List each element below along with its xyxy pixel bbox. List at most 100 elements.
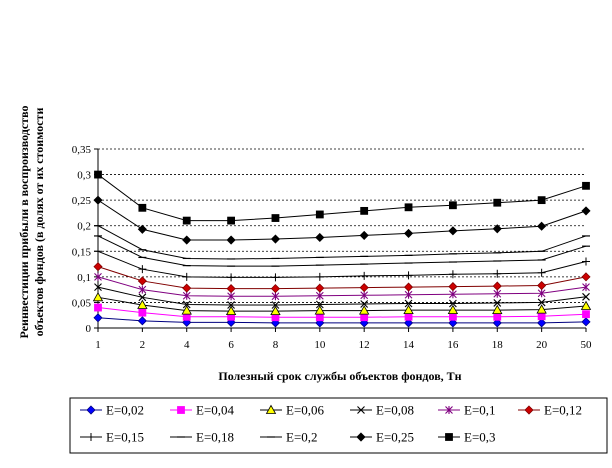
- data-point: [315, 272, 324, 281]
- data-point: [449, 312, 457, 321]
- legend-label: E=0,04: [196, 403, 235, 418]
- data-point: [537, 318, 547, 328]
- data-point: [403, 228, 414, 238]
- series-1: [93, 313, 591, 328]
- series-3: [92, 291, 592, 316]
- data-point: [270, 305, 281, 316]
- legend-marker: [356, 432, 366, 442]
- data-point: [448, 270, 457, 279]
- y-tick-label: 0,05: [72, 297, 92, 309]
- data-point: [137, 316, 147, 326]
- x-tick-label: 2: [140, 339, 146, 351]
- data-point: [537, 289, 546, 298]
- data-point: [314, 305, 326, 315]
- data-point: [359, 283, 369, 293]
- legend-item: E=0,02: [80, 403, 144, 418]
- legend-item: E=0,15: [80, 430, 144, 445]
- series-9: [94, 225, 590, 260]
- x-axis-label: Полезный срок службы объектов фондов, Тн: [218, 369, 461, 383]
- data-point: [182, 216, 191, 225]
- series-line: [97, 307, 587, 318]
- data-point: [449, 299, 457, 308]
- data-point: [271, 301, 280, 309]
- data-point: [492, 304, 503, 315]
- legend-marker: [177, 406, 185, 414]
- y-tick-labels: 0 0,05 0,1 0,15 0,2 0,25 0,3 0,35: [72, 144, 92, 335]
- data-point: [358, 305, 370, 315]
- legend-label: E=0,2: [286, 430, 318, 445]
- series-line: [97, 286, 587, 306]
- series-11: [94, 170, 590, 225]
- data-point: [449, 290, 457, 299]
- data-point: [225, 305, 237, 316]
- data-point: [581, 272, 591, 282]
- data-point: [227, 273, 236, 282]
- data-point: [182, 283, 192, 293]
- legend: E=0,02 E=0,04 E=0,06 E=0,08 E=0,1 E=0,12 E=0,1…: [80, 403, 582, 445]
- data-point: [315, 283, 325, 293]
- series-line: [97, 317, 587, 324]
- data-point: [493, 299, 502, 307]
- data-point: [360, 300, 369, 308]
- data-point: [492, 281, 502, 291]
- data-point: [93, 313, 103, 323]
- series-5: [94, 272, 590, 301]
- data-point: [447, 304, 459, 315]
- data-point: [581, 206, 591, 216]
- legend-label: E=0,15: [106, 430, 144, 445]
- x-tick-label: 4: [184, 339, 190, 351]
- legend-item: E=0,04: [170, 403, 235, 418]
- x-tick-label: 1: [95, 339, 101, 351]
- y-tick-label: 0,1: [77, 272, 91, 284]
- y-tick-label: 0,35: [72, 144, 92, 156]
- data-point: [94, 247, 102, 256]
- series-2: [94, 303, 590, 322]
- data-point: [227, 301, 235, 309]
- data-point: [536, 304, 547, 314]
- legend-marker: [445, 433, 453, 441]
- data-point: [137, 299, 148, 309]
- data-point: [315, 210, 324, 219]
- data-point: [360, 271, 369, 280]
- data-point: [582, 283, 590, 292]
- data-point: [403, 282, 414, 292]
- legend-item: E=0,25: [350, 430, 414, 445]
- data-point: [493, 198, 502, 207]
- data-point: [138, 293, 147, 302]
- data-point: [582, 257, 590, 266]
- data-point: [580, 300, 592, 310]
- data-point: [94, 272, 102, 281]
- y-tick-label: 0,3: [77, 170, 91, 182]
- legend-label: E=0,02: [106, 403, 144, 418]
- series-group: [92, 170, 592, 328]
- series-line: [97, 296, 587, 312]
- series-line: [97, 225, 587, 260]
- series-line: [97, 199, 587, 241]
- data-point: [582, 292, 590, 301]
- y-axis-label-line1: Реинвестиции прибыли в воспроизводство: [17, 106, 31, 339]
- data-point: [270, 234, 281, 244]
- data-point: [581, 317, 591, 327]
- data-point: [226, 284, 236, 294]
- data-point: [271, 273, 280, 282]
- data-point: [403, 304, 414, 315]
- data-point: [94, 303, 102, 312]
- data-point: [94, 283, 102, 291]
- legend-box: [69, 397, 608, 454]
- legend-item: E=0,12: [518, 403, 582, 418]
- data-point: [537, 280, 547, 291]
- x-tick-label: 18: [492, 339, 504, 351]
- y-tick-label: 0,2: [77, 221, 91, 233]
- data-point: [448, 318, 458, 328]
- data-point: [315, 300, 324, 309]
- x-tick-label: 10: [314, 339, 326, 351]
- x-tick-label: 8: [273, 339, 279, 351]
- series-line: [97, 266, 587, 290]
- data-point: [449, 201, 457, 210]
- data-point: [404, 271, 413, 280]
- legend-label: E=0,1: [464, 403, 496, 418]
- data-point: [404, 299, 413, 308]
- y-axis-label: Реинвестиции прибыли в воспроизводство о…: [17, 106, 46, 339]
- data-point: [537, 268, 546, 277]
